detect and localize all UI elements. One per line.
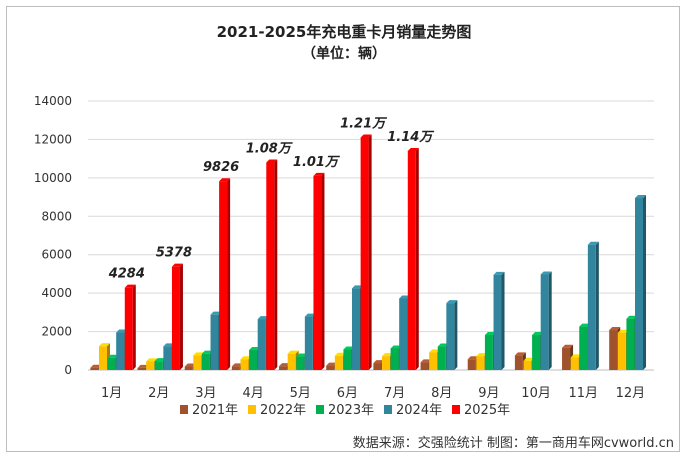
y-tick-label: 6000	[41, 248, 72, 262]
bar-2025年-2月	[171, 263, 183, 370]
y-tick-label: 12000	[34, 132, 72, 146]
data-label: 4284	[108, 267, 145, 282]
chart-subtitle: （单位：辆）	[302, 45, 386, 62]
data-label: 9826	[203, 160, 239, 175]
x-tick-label: 8月	[431, 386, 452, 401]
x-tick-label: 12月	[616, 386, 646, 401]
x-tick-label: 7月	[384, 386, 405, 401]
legend-label: 2022年	[260, 403, 306, 418]
footer-source: 数据来源：交强险统计 制图：第一商用车网cvworld.cn	[353, 435, 674, 451]
gridlines	[88, 100, 654, 371]
legend-item: 2024年	[384, 403, 442, 418]
x-tick-label: 2月	[148, 386, 169, 401]
x-tick-label: 9月	[478, 386, 499, 401]
data-label: 1.21万	[340, 117, 388, 132]
bar-2024年-11月	[587, 241, 599, 370]
bar-2025年-4月	[266, 159, 278, 370]
legend-label: 2023年	[328, 403, 374, 418]
data-label: 1.08万	[246, 141, 294, 156]
x-tick-label: 1月	[101, 386, 122, 401]
legend-swatch	[452, 405, 460, 414]
bar-2024年-10月	[540, 271, 552, 370]
x-tick-label: 5月	[290, 386, 311, 401]
bars	[90, 134, 647, 370]
y-tick-label: 2000	[41, 325, 72, 339]
x-tick-label: 11月	[568, 386, 598, 401]
legend-item: 2023年	[316, 403, 374, 418]
y-axis-ticks: 0 2000 4000 6000 8000 10000 12000 14000	[34, 94, 72, 377]
legend-label: 2024年	[396, 403, 442, 418]
x-tick-label: 3月	[195, 386, 216, 401]
data-label: 5378	[156, 246, 192, 261]
bar-2024年-8月	[446, 300, 458, 370]
x-axis-ticks: 1月 2月 3月 4月 5月 6月 7月 8月 9月 10月 11月 12月	[101, 386, 645, 401]
chart-title: 2021-2025年充电重卡月销量走势图	[217, 23, 472, 41]
legend-item: 2025年	[452, 403, 510, 418]
legend-item: 2022年	[248, 403, 306, 418]
y-tick-label: 0	[64, 363, 72, 377]
bar-2025年-7月	[407, 147, 419, 370]
bar-2024年-12月	[635, 195, 647, 370]
data-label: 1.01万	[293, 155, 341, 170]
x-tick-label: 10月	[521, 386, 551, 401]
legend-swatch	[384, 405, 392, 414]
data-label: 1.14万	[387, 130, 435, 145]
y-tick-label: 8000	[41, 209, 72, 223]
x-tick-label: 6月	[337, 386, 358, 401]
bar-2025年-5月	[313, 172, 325, 370]
legend-item: 2021年	[180, 403, 238, 418]
legend-label: 2025年	[464, 403, 510, 418]
legend-label: 2021年	[192, 403, 238, 418]
chart-frame	[6, 6, 680, 452]
x-tick-label: 4月	[242, 386, 263, 401]
y-tick-label: 10000	[34, 171, 72, 185]
bar-2025年-1月	[124, 284, 136, 370]
legend-swatch	[316, 405, 324, 414]
bar-2025年-3月	[219, 178, 231, 370]
legend-swatch	[180, 405, 188, 414]
y-tick-label: 4000	[41, 286, 72, 300]
legend: 2021年 2022年 2023年 2024年 2025年	[180, 403, 510, 418]
bar-2025年-6月	[360, 134, 372, 370]
bar-2024年-9月	[493, 271, 505, 370]
y-tick-label: 14000	[34, 94, 72, 108]
legend-swatch	[248, 405, 256, 414]
